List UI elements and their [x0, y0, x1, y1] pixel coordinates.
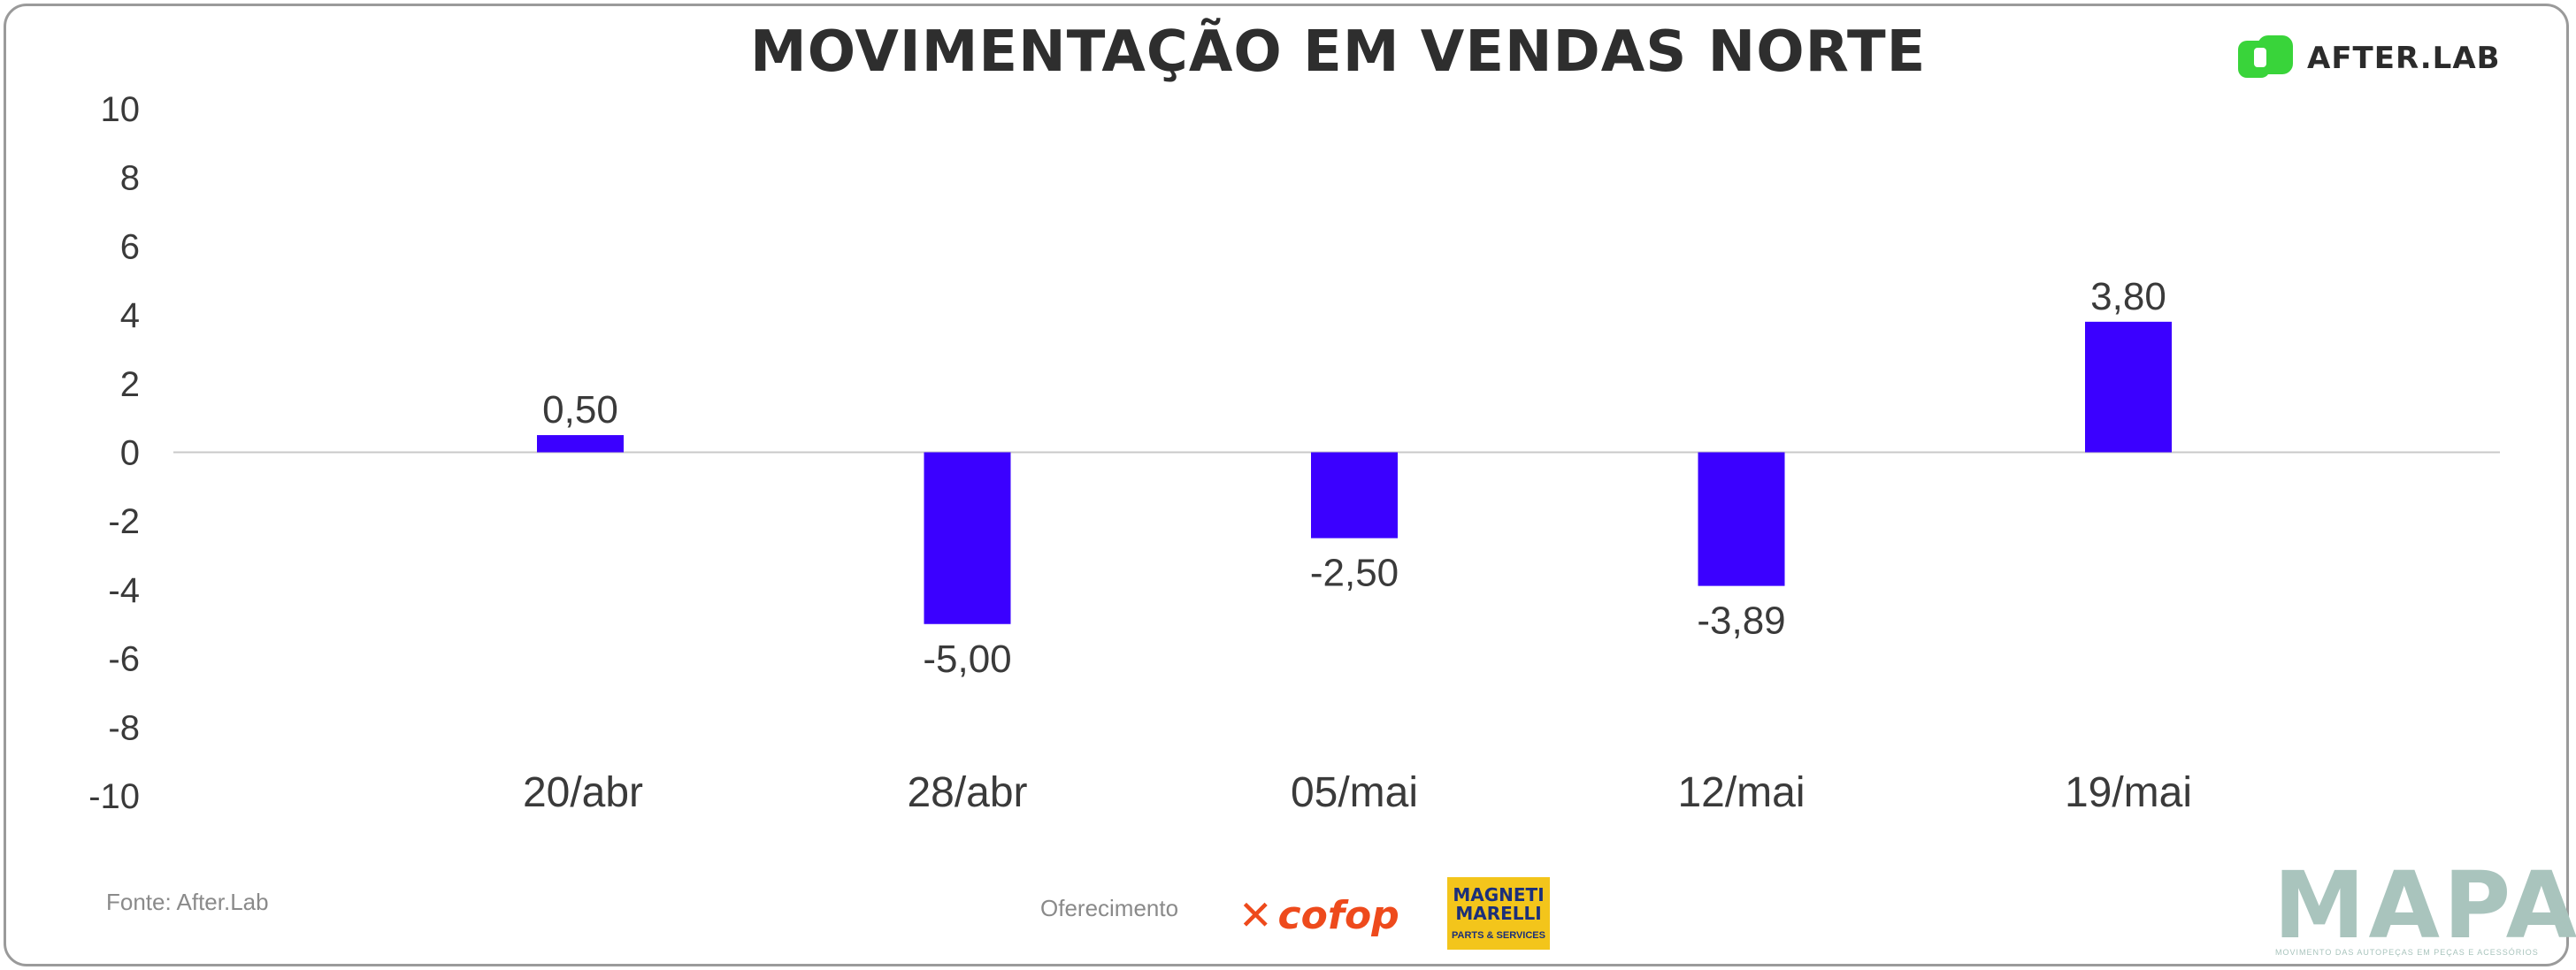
- afterlab-logo-icon: [2238, 35, 2295, 81]
- support-label: Oferecimento: [1040, 895, 1179, 921]
- source-note: Fonte: After.Lab: [106, 889, 269, 915]
- x-tick-label: 20/abr: [523, 769, 643, 816]
- data-label: -5,00: [923, 638, 1011, 681]
- data-label: -2,50: [1310, 552, 1399, 595]
- y-tick-label: -6: [108, 640, 140, 679]
- cofop-logo: ✕ cofop: [1238, 891, 1399, 939]
- data-label: 0,50: [542, 388, 618, 432]
- y-tick-label: -4: [108, 571, 140, 610]
- bar: [1311, 452, 1398, 538]
- y-tick-label: 0: [120, 434, 140, 473]
- y-tick-label: -10: [88, 777, 140, 816]
- cofop-x-icon: ✕: [1238, 891, 1273, 939]
- mapa-tagline: MOVIMENTO DAS AUTOPEÇAS EM PEÇAS E ACESS…: [2275, 948, 2539, 957]
- bar-chart: 10 8 6 4 2 0 -2 -4 -6 -8 -10 0,50 20/abr -5,00 28/abr -…: [88, 90, 2500, 816]
- x-tick-label: 12/mai: [1677, 769, 1805, 816]
- bar: [924, 452, 1011, 624]
- y-tick-label: 10: [101, 90, 141, 129]
- mapa-logo: MAPA: [2273, 852, 2576, 959]
- x-tick-label: 28/abr: [907, 769, 1027, 816]
- marelli-line-3: PARTS & SERVICES: [1452, 930, 1545, 941]
- cofop-name: cofop: [1277, 892, 1399, 938]
- magneti-marelli-logo: MAGNETI MARELLI PARTS & SERVICES: [1447, 877, 1550, 950]
- data-label: 3,80: [2090, 275, 2166, 318]
- chart-frame: [4, 4, 2569, 966]
- y-tick-label: -2: [108, 502, 140, 541]
- data-label: -3,89: [1697, 600, 1785, 643]
- y-tick-label: 2: [120, 365, 140, 404]
- marelli-line-2: MARELLI: [1455, 903, 1542, 924]
- marelli-line-1: MAGNETI: [1453, 884, 1545, 905]
- bar: [2085, 321, 2172, 453]
- chart-title: MOVIMENTAÇÃO EM VENDAS NORTE: [750, 19, 1927, 85]
- bar: [1698, 452, 1785, 586]
- bar: [537, 435, 624, 453]
- brand-name: AFTER.LAB: [2307, 41, 2501, 76]
- brand-logo: AFTER.LAB: [2238, 35, 2501, 81]
- y-tick-label: 8: [120, 159, 140, 198]
- x-tick-label: 19/mai: [2065, 769, 2192, 816]
- y-tick-label: 6: [120, 227, 140, 266]
- x-tick-label: 05/mai: [1291, 769, 1418, 816]
- y-tick-label: -8: [108, 708, 140, 747]
- y-tick-label: 4: [120, 296, 140, 335]
